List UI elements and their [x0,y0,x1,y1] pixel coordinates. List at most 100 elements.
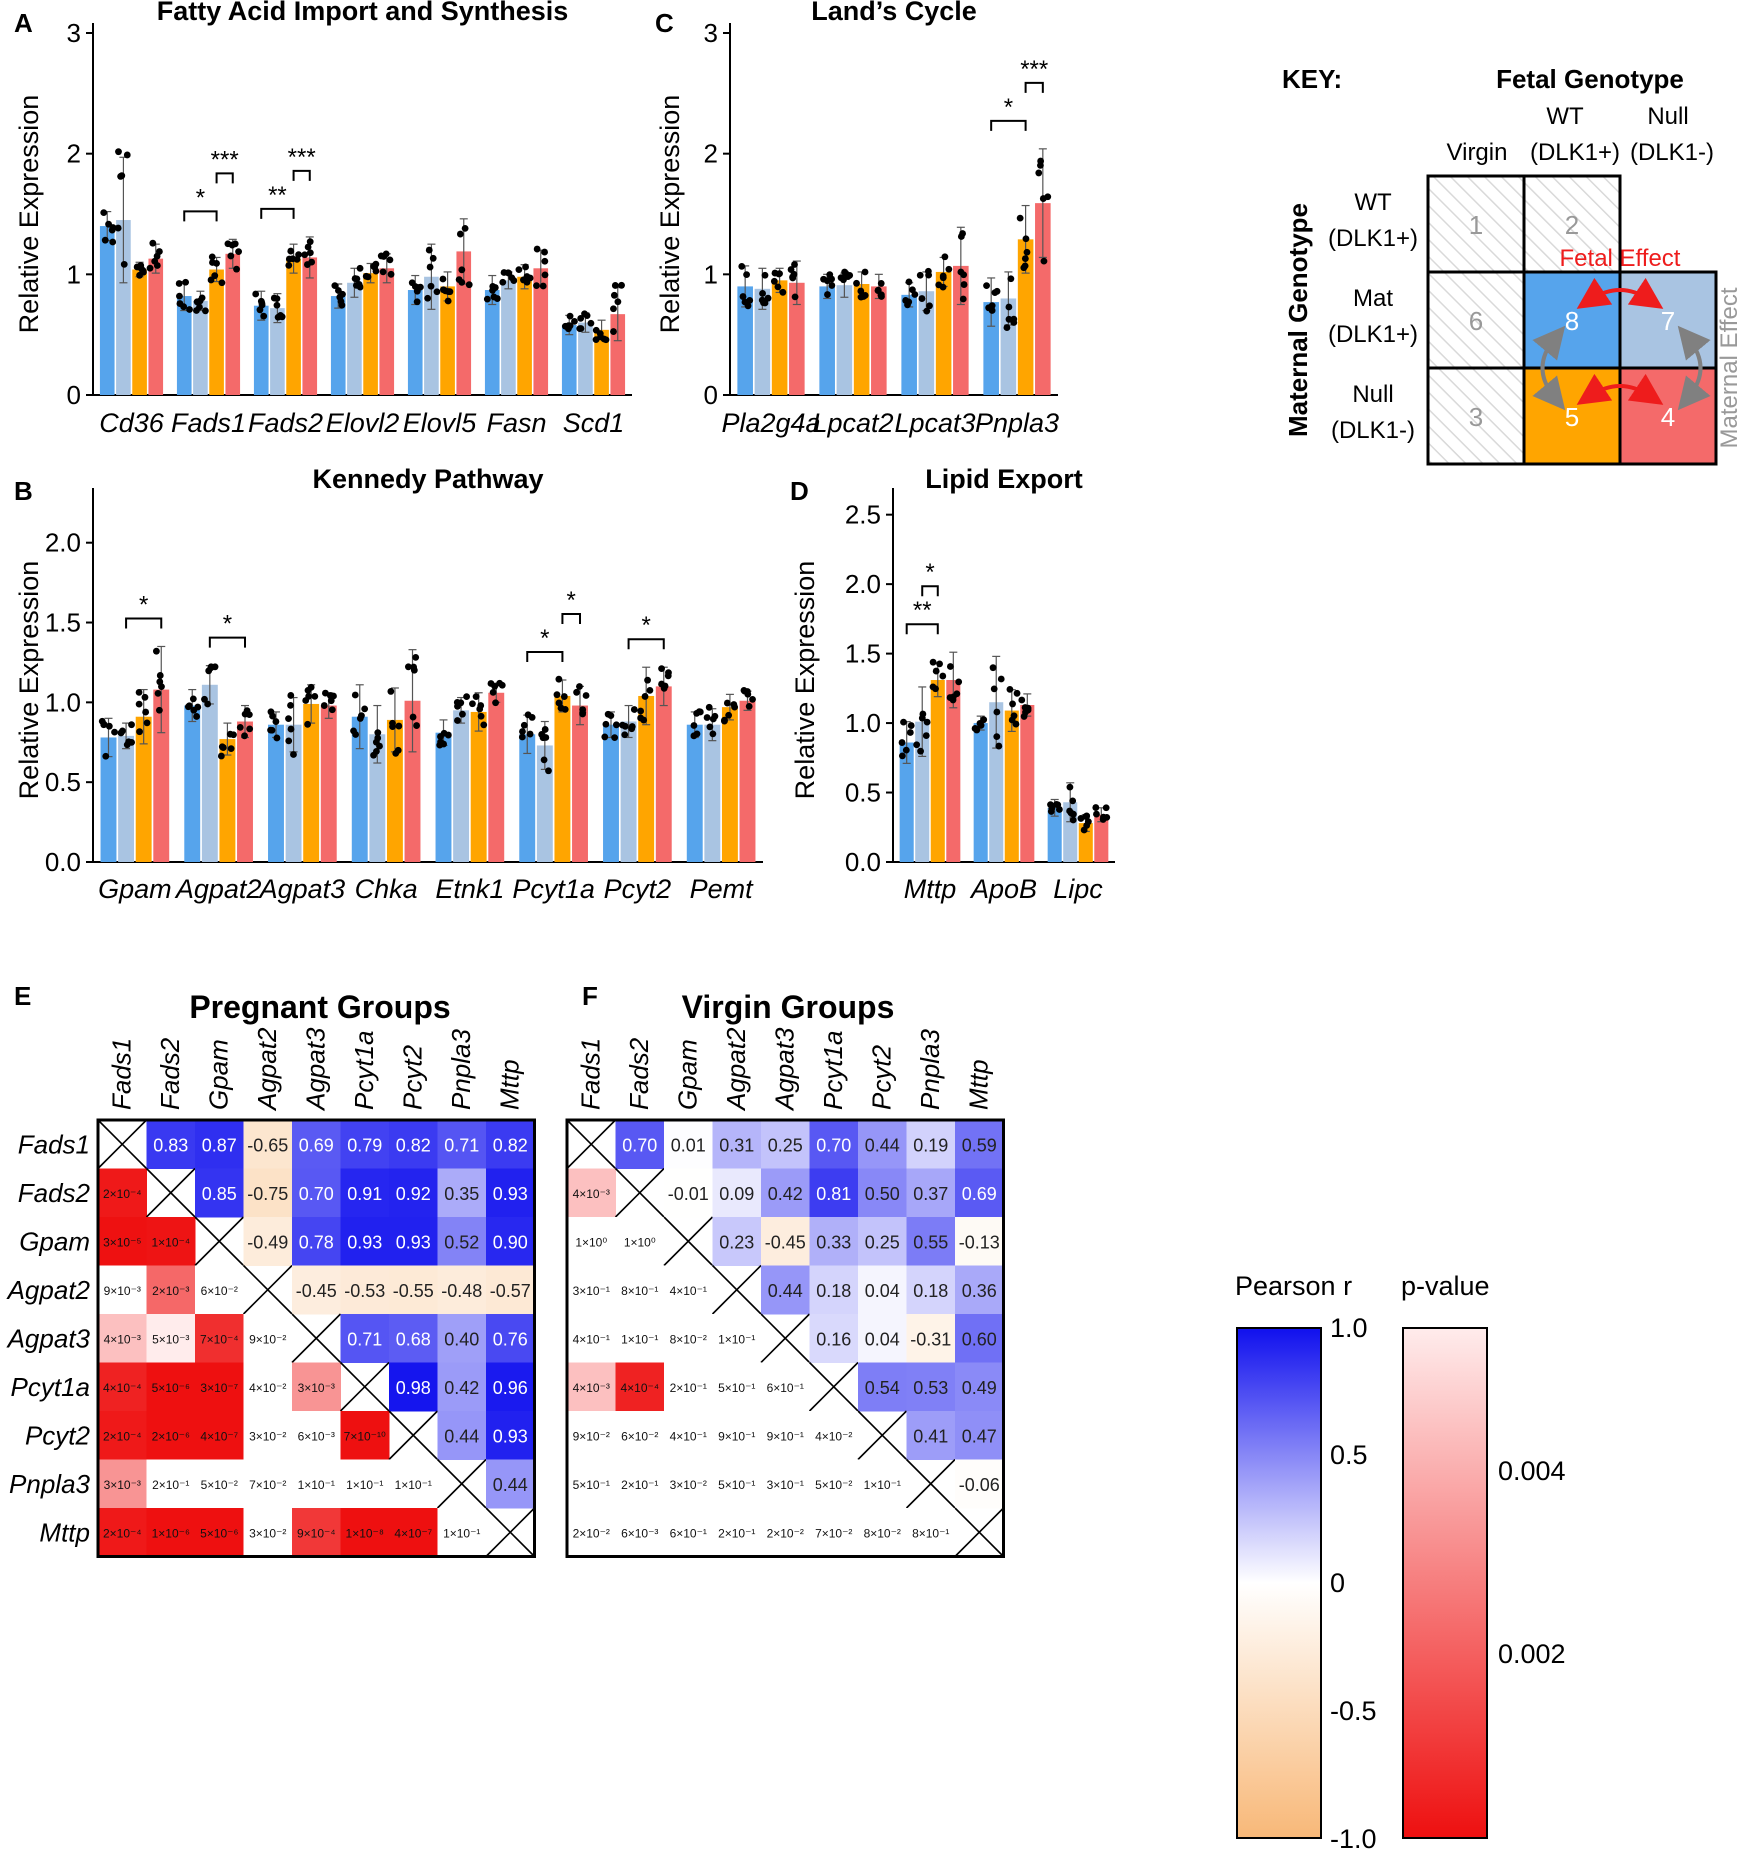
cell-r-value: 0.49 [962,1378,997,1398]
heatmap-cell [146,1508,196,1557]
bar [253,305,269,395]
data-point [759,290,766,297]
column-label: Mttp [963,1059,993,1110]
cell-r-value: 0.59 [962,1135,997,1155]
cell-r-value: 0.31 [719,1135,754,1155]
bar [935,271,952,395]
data-point [696,708,704,716]
cell-p-value: 3×10⁻¹ [573,1284,610,1298]
heatmap-cell [858,1362,907,1412]
cell-r-value: 0.70 [622,1135,657,1155]
cell-p-value: 9×10⁻⁴ [297,1526,336,1540]
heatmap-cell [664,1168,713,1218]
heatmap-cell [906,1508,956,1557]
bar [1020,705,1035,862]
data-point [861,268,869,276]
cell-r-value: 0.18 [913,1281,948,1301]
data-point [898,739,906,746]
heatmap-cell [906,1362,956,1412]
cell-r-value: 0.44 [768,1281,803,1301]
bar [470,711,487,862]
data-point [939,672,947,680]
y-tick-label: 0 [67,380,81,410]
data-point [515,266,523,274]
key-fetal-header: Fetal Genotype [1496,64,1684,94]
heatmap-cell [955,1217,1004,1266]
cell-r-value: 0.42 [768,1184,803,1204]
cell-p-value: 4×10⁻² [815,1429,852,1443]
data-point [902,297,910,304]
heatmap-cell [712,1411,762,1460]
data-point [105,722,113,730]
heatmap-cell [146,1120,196,1169]
bar [899,742,914,862]
bar [435,732,452,862]
x-tick-label: Pcyt1a [512,874,595,904]
data-point [289,255,297,263]
significance-bracket [627,638,665,650]
cell-p-value: 5×10⁻¹ [718,1381,755,1395]
data-point [142,708,150,716]
cell-r-value: 0.98 [396,1378,431,1398]
data-point [176,292,183,300]
panel-label-B: B [14,476,33,506]
data-point [853,279,860,287]
chart-title: Fatty Acid Import and Synthesis [157,0,569,26]
column-label: Gpam [672,1039,702,1110]
data-point [905,278,913,286]
y-tick-label: 0.5 [845,778,881,808]
significance-bracket [990,119,1027,131]
significance-label: * [567,587,576,614]
cell-r-value: 0.47 [962,1426,997,1446]
data-point [410,666,418,674]
cell-r-value: 0.18 [816,1281,851,1301]
colorbars: Pearson r 1.0 0.5 0 -0.5 -1.0 p-value 0.… [1235,1271,1566,1854]
data-point [404,663,412,671]
diagonal-cross [97,1119,148,1170]
significance-label: * [925,559,934,586]
data-point [463,693,470,700]
significance-label: * [139,591,148,618]
key-fetal-effect: Fetal Effect [1560,245,1681,272]
bar [330,296,346,395]
bar [320,705,337,862]
heatmap-cell [292,1362,341,1412]
bar [225,253,241,395]
heatmap-cell [712,1362,762,1412]
data-point [182,278,190,286]
data-point [413,722,420,729]
data-point [306,238,314,246]
key-title: KEY: [1282,64,1342,94]
heatmap-cell [389,1508,438,1557]
heatmap-cell [615,1265,665,1315]
cell-p-value: 2×10⁻¹ [670,1381,707,1395]
heatmap-cell [340,1168,390,1218]
data-point [186,306,193,313]
data-point [117,173,124,180]
heatmap-cell [486,1459,535,1509]
cell-p-value: 8×10⁻¹ [621,1284,658,1298]
heatmap-cell [809,1314,859,1363]
key-num-5: 5 [1565,402,1579,432]
heatmap-cell [955,1459,1004,1509]
x-tick-label: Mttp [904,874,957,904]
cell-p-value: 6×10⁻³ [621,1526,658,1540]
data-point [125,738,133,746]
cell-r-value: 0.41 [913,1426,948,1446]
heatmap-cell [243,1411,293,1460]
key-num-1: 1 [1469,210,1483,240]
diagonal-cross [145,1167,196,1218]
heatmap-cell [195,1362,244,1412]
data-point [579,706,587,713]
cell-r-value: -0.75 [247,1184,288,1204]
data-point [705,703,713,711]
heatmap-cell [858,1508,907,1557]
diagonal-cross [954,1507,1005,1558]
bar [983,302,999,395]
bar [363,273,378,395]
data-point [646,686,654,694]
cell-r-value: 0.83 [153,1135,188,1155]
cell-p-value: 5×10⁻¹ [573,1478,610,1492]
data-point [828,282,836,289]
cell-p-value: 3×10⁻² [249,1429,286,1443]
